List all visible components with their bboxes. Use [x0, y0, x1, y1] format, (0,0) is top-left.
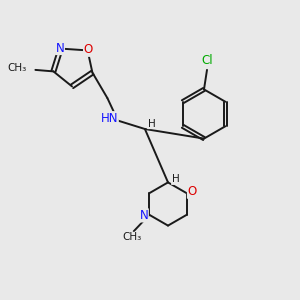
Text: O: O: [188, 185, 197, 198]
Text: N: N: [56, 41, 64, 55]
Text: O: O: [84, 43, 93, 56]
Text: CH₃: CH₃: [8, 63, 27, 74]
Text: Cl: Cl: [202, 54, 213, 68]
Text: N: N: [140, 209, 148, 222]
Text: HN: HN: [101, 112, 118, 125]
Text: CH₃: CH₃: [123, 232, 142, 242]
Text: H: H: [148, 118, 155, 129]
Text: H: H: [172, 174, 179, 184]
